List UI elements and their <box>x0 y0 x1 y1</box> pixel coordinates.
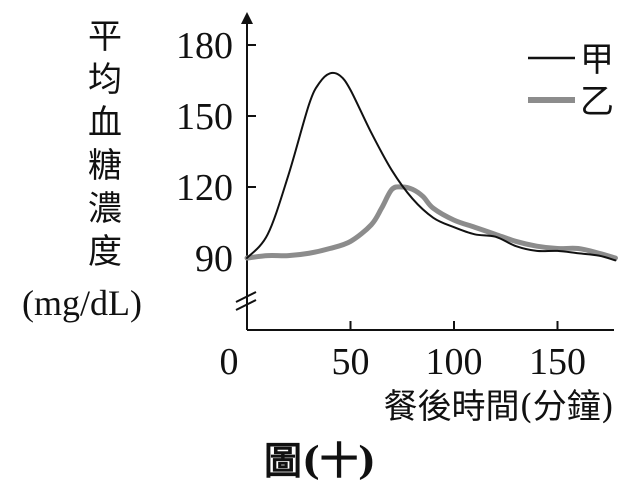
y-axis-label-char: 濃 <box>88 189 122 229</box>
legend-label: 乙 <box>580 82 614 122</box>
figure-caption: 圖(十) <box>264 438 376 483</box>
y-tick-label: 180 <box>176 25 233 67</box>
legend-label: 甲 <box>580 40 614 80</box>
y-tick-label: 90 <box>195 238 233 280</box>
x-tick-label: 50 <box>332 341 370 383</box>
x-axis-label: 餐後時間(分鐘) <box>383 387 614 427</box>
y-axis-arrow <box>241 12 253 24</box>
x-tick-label: 100 <box>426 341 483 383</box>
y-tick-label: 150 <box>176 96 233 138</box>
y-axis-label-char: 血 <box>88 103 122 143</box>
axis-break-mark <box>235 299 257 311</box>
y-axis-unit: (mg/dL) <box>22 283 142 323</box>
y-axis-label-char: 糖 <box>88 146 122 186</box>
y-tick-label: 120 <box>176 167 233 209</box>
x-tick-label: 0 <box>220 341 239 383</box>
axis-break-mark <box>235 291 257 303</box>
series-line-b <box>244 184 618 261</box>
y-axis-label-char: 平 <box>88 17 122 57</box>
x-tick-label: 150 <box>529 341 586 383</box>
y-axis-label-char: 均 <box>88 60 122 100</box>
y-axis-label-char: 度 <box>88 232 122 272</box>
y-axis-label: 平 均 血 糖 濃 度 <box>82 16 128 274</box>
series-line-a <box>246 71 617 262</box>
